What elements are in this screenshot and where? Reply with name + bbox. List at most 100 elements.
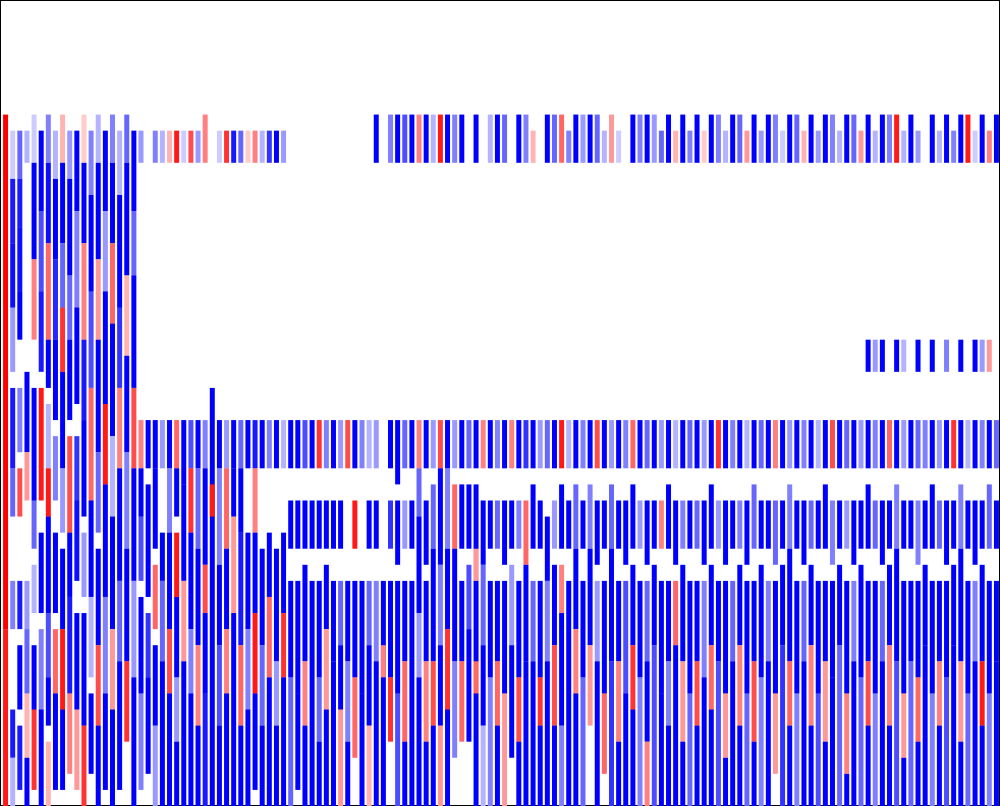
heatmap-cell — [523, 500, 529, 565]
heatmap-cell — [45, 162, 51, 244]
heatmap-cell — [694, 420, 700, 469]
heatmap-cell — [630, 645, 636, 710]
heatmap-cell — [117, 307, 123, 388]
heatmap-cell — [181, 580, 187, 662]
heatmap-cell — [273, 420, 279, 469]
heatmap-cell — [666, 484, 672, 549]
heatmap-cell — [238, 468, 244, 533]
heatmap-cell — [901, 339, 907, 372]
heatmap-cell — [45, 243, 51, 340]
heatmap-cell — [124, 355, 130, 453]
heatmap-cell — [117, 387, 123, 469]
heatmap-cell — [373, 500, 379, 549]
heatmap-cell — [837, 645, 843, 806]
heatmap-cell — [209, 484, 215, 517]
heatmap-cell — [31, 162, 37, 260]
heatmap-cell — [202, 420, 208, 469]
heatmap-cell — [922, 645, 928, 806]
heatmap-cell — [537, 580, 543, 678]
heatmap-cell — [751, 661, 757, 742]
heatmap-cell — [908, 420, 914, 469]
heatmap-cell — [216, 645, 222, 726]
heatmap-cell — [537, 420, 543, 469]
heatmap-cell — [452, 548, 458, 662]
heatmap-cell — [188, 130, 194, 163]
heatmap-cell — [60, 114, 66, 163]
heatmap-cell — [865, 339, 871, 372]
heatmap-cell — [651, 500, 657, 549]
heatmap-cell — [587, 645, 593, 726]
heatmap-cell — [616, 130, 622, 163]
heatmap-cell — [787, 661, 793, 726]
heatmap-cell — [345, 741, 351, 806]
heatmap-cell — [252, 532, 258, 614]
heatmap-cell — [858, 677, 864, 806]
heatmap-cell — [694, 580, 700, 662]
heatmap-cell — [409, 114, 415, 163]
heatmap-cell — [45, 404, 51, 469]
heatmap-cell — [609, 548, 614, 662]
heatmap-cell — [844, 773, 850, 806]
heatmap-cell — [459, 580, 465, 662]
heatmap-cell — [373, 580, 379, 662]
heatmap-cell — [559, 484, 565, 549]
heatmap-cell — [295, 420, 301, 469]
heatmap-cell — [24, 629, 30, 694]
heatmap-cell — [737, 500, 743, 549]
heatmap-cell — [131, 580, 137, 678]
heatmap-cell — [887, 114, 892, 163]
heatmap-cell — [516, 420, 522, 469]
heatmap-cell — [879, 339, 885, 372]
heatmap-cell — [52, 436, 58, 501]
heatmap-cell — [145, 677, 151, 774]
heatmap-cell — [502, 693, 508, 806]
heatmap-cell — [316, 677, 322, 742]
heatmap-cell — [944, 500, 950, 565]
heatmap-cell — [723, 130, 729, 163]
heatmap-cell — [216, 420, 222, 469]
heatmap-cell — [630, 564, 636, 646]
heatmap-cell — [944, 677, 950, 806]
heatmap-cell — [145, 613, 151, 678]
heatmap-cell — [281, 130, 287, 163]
heatmap-cell — [480, 725, 486, 806]
heatmap-cell — [95, 548, 101, 646]
heatmap-cell — [430, 420, 436, 469]
heatmap-cell — [52, 693, 58, 790]
heatmap-cell — [822, 580, 828, 662]
heatmap-cell — [573, 114, 579, 163]
heatmap-cell — [644, 741, 650, 806]
heatmap-cell — [587, 548, 593, 646]
heatmap-cell — [31, 709, 37, 790]
heatmap-cell — [81, 162, 87, 244]
heatmap-cell — [794, 693, 800, 806]
heatmap-cell — [17, 645, 23, 710]
heatmap-cell — [737, 645, 743, 726]
heatmap-cell — [894, 548, 900, 662]
heatmap-cell — [330, 420, 336, 469]
heatmap-cell — [60, 709, 66, 790]
heatmap-cell — [551, 114, 557, 163]
heatmap-cell — [273, 661, 279, 726]
heatmap-cell — [152, 645, 158, 726]
heatmap-cell — [145, 484, 151, 597]
heatmap-cell — [117, 130, 123, 195]
heatmap-cell — [658, 693, 664, 806]
heatmap-cell — [637, 500, 643, 549]
heatmap-cell — [637, 420, 643, 469]
heatmap-cell — [765, 580, 771, 662]
heatmap-cell — [509, 500, 515, 549]
heatmap-cell — [252, 613, 258, 694]
heatmap-cell — [751, 484, 757, 549]
heatmap-cell — [559, 613, 565, 726]
heatmap-cell — [680, 420, 686, 469]
heatmap-cell — [623, 693, 629, 806]
heatmap-cell — [573, 420, 579, 469]
heatmap-cell — [466, 629, 472, 742]
heatmap-cell — [309, 500, 315, 549]
heatmap-cell — [338, 500, 344, 549]
heatmap-cell — [131, 468, 137, 581]
heatmap-cell — [138, 693, 144, 790]
heatmap-cell — [737, 564, 743, 646]
